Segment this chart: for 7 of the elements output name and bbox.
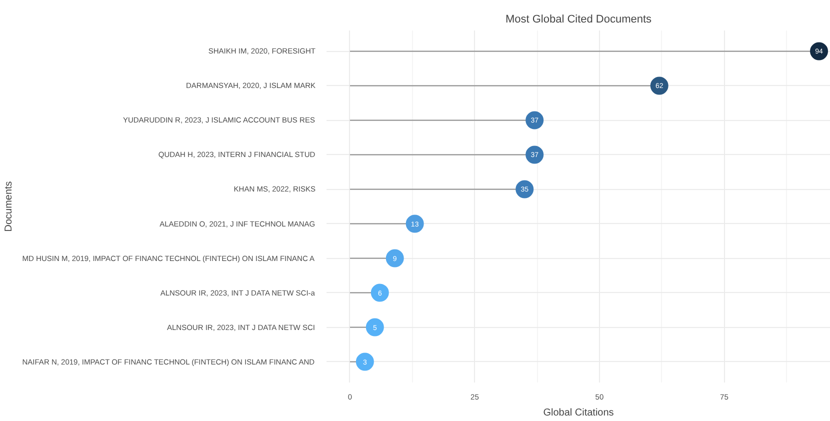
y-axis-title: Documents — [3, 181, 14, 232]
point — [366, 318, 384, 336]
chart-title: Most Global Cited Documents — [505, 14, 652, 26]
point — [370, 284, 389, 302]
point — [386, 249, 404, 268]
x-axis-title: Global Citations — [543, 408, 614, 418]
point — [356, 352, 374, 371]
